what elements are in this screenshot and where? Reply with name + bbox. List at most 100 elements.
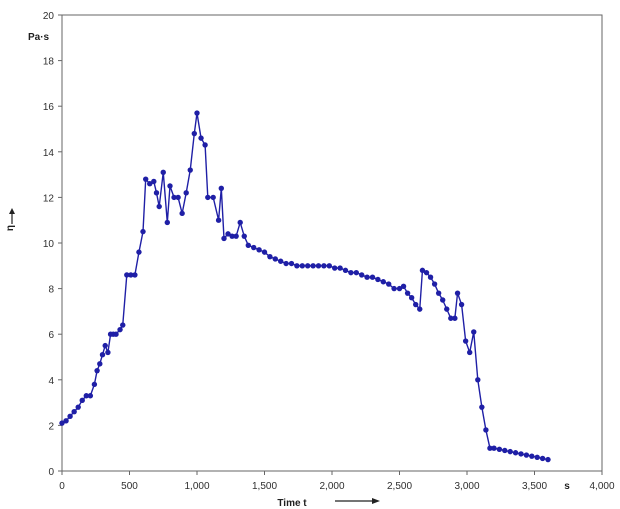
data-point xyxy=(396,285,403,292)
data-point xyxy=(444,306,450,312)
plot-border xyxy=(61,14,603,472)
data-point xyxy=(198,135,204,141)
x-tick-label: 2,500 xyxy=(387,481,412,492)
data-point xyxy=(342,267,349,274)
y-unit-label: Pa·s xyxy=(28,32,50,43)
data-point xyxy=(326,263,332,269)
data-point xyxy=(187,167,193,173)
data-point xyxy=(419,267,426,274)
data-point xyxy=(132,272,138,278)
data-point xyxy=(63,418,69,424)
data-point xyxy=(99,352,106,358)
x-tick-label: 1,500 xyxy=(252,481,277,492)
data-point xyxy=(267,253,273,260)
data-point xyxy=(205,194,211,201)
data-point xyxy=(256,247,262,253)
data-point xyxy=(140,228,146,235)
data-point xyxy=(507,448,513,455)
y-tick-label: 18 xyxy=(43,57,55,68)
x-axis-arrow-icon xyxy=(335,498,380,504)
data-point xyxy=(215,217,222,223)
data-point xyxy=(164,219,170,226)
y-tick-label: 2 xyxy=(48,421,54,432)
data-point xyxy=(386,281,392,287)
data-point xyxy=(167,183,173,189)
data-point xyxy=(413,301,419,308)
y-tick-label: 14 xyxy=(43,148,55,159)
y-axis-ticks: 0 2 4 6 8 10 12 14 16 18 20 xyxy=(43,11,62,478)
data-point xyxy=(218,185,224,191)
x-unit-label: s xyxy=(564,481,570,492)
data-point xyxy=(332,265,338,271)
data-point xyxy=(67,413,73,419)
x-tick-label: 500 xyxy=(121,481,138,492)
data-point xyxy=(91,381,98,388)
data-point xyxy=(272,256,278,262)
data-point xyxy=(87,393,94,399)
data-point xyxy=(79,397,85,404)
data-point xyxy=(83,393,90,399)
data-point xyxy=(194,110,200,116)
data-point xyxy=(241,233,247,239)
data-point xyxy=(502,447,508,454)
data-point xyxy=(427,274,434,280)
data-point xyxy=(408,295,415,301)
data-point xyxy=(369,274,376,280)
data-point xyxy=(417,306,423,312)
data-point xyxy=(310,263,316,269)
data-point xyxy=(288,260,295,267)
y-tick-label: 6 xyxy=(48,330,54,341)
y-tick-label: 8 xyxy=(48,285,54,296)
data-point xyxy=(97,361,103,367)
data-point xyxy=(475,377,481,383)
data-point xyxy=(151,178,157,185)
data-point xyxy=(534,454,540,461)
plot-frame xyxy=(61,14,603,472)
data-point xyxy=(523,452,530,458)
data-point xyxy=(471,329,477,335)
data-point xyxy=(529,453,535,459)
data-point xyxy=(147,181,153,187)
data-point xyxy=(375,276,381,283)
x-tick-label: 0 xyxy=(59,481,65,492)
data-point xyxy=(113,331,119,337)
x-tick-label: 3,500 xyxy=(522,481,547,492)
data-point xyxy=(400,283,407,290)
data-point xyxy=(467,349,473,356)
data-point xyxy=(337,265,343,271)
x-tick-label: 3,000 xyxy=(454,481,479,492)
data-point xyxy=(153,190,160,196)
data-point xyxy=(294,263,300,269)
y-tick-label: 20 xyxy=(43,11,55,22)
data-point xyxy=(251,244,257,251)
data-point xyxy=(545,456,551,463)
data-point xyxy=(321,263,327,269)
data-point xyxy=(491,445,497,451)
data-point xyxy=(448,315,454,321)
data-point xyxy=(94,367,100,374)
data-point xyxy=(225,231,231,237)
data-point xyxy=(359,272,365,278)
data-point xyxy=(539,455,546,462)
data-point xyxy=(487,445,493,451)
data-point xyxy=(462,338,469,344)
data-point xyxy=(117,326,123,333)
data-point xyxy=(105,349,111,356)
data-point xyxy=(233,233,239,239)
y-axis-title: η xyxy=(5,225,16,231)
x-axis-title: Time t xyxy=(277,498,307,509)
data-point xyxy=(237,219,243,226)
data-point xyxy=(364,274,370,280)
data-point xyxy=(245,242,251,248)
data-point xyxy=(210,194,216,201)
series-group xyxy=(59,110,551,463)
x-tick-label: 2,000 xyxy=(319,481,344,492)
data-point xyxy=(518,451,524,457)
x-axis-ticks: 0 500 1,000 1,500 2,000 2,500 3,000 3,500 4,000 xyxy=(59,471,615,492)
data-point xyxy=(278,258,284,264)
data-point xyxy=(183,190,189,196)
data-point xyxy=(391,285,397,292)
data-point xyxy=(458,301,465,308)
data-point xyxy=(160,169,166,176)
